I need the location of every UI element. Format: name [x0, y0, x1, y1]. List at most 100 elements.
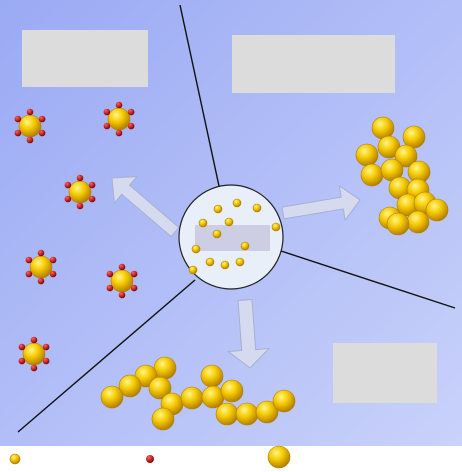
legend-small-gold-nanoparticle-icon — [9, 453, 21, 465]
ligand-dot — [76, 202, 84, 210]
ligand-dot — [49, 256, 57, 264]
ligand-dot — [49, 270, 57, 278]
small-gold-core — [29, 255, 53, 279]
large-gold-particle — [148, 376, 172, 400]
ligand-dot — [130, 270, 138, 278]
center-small-particle — [220, 260, 230, 270]
large-gold-particle — [394, 144, 418, 168]
ligand-capped-particle — [14, 108, 46, 144]
aggregate-chain-bottom — [100, 356, 296, 431]
ligand-dot — [14, 115, 22, 123]
ligand-dot — [115, 129, 123, 137]
ligand-dot — [115, 101, 123, 109]
large-gold-particle — [255, 400, 279, 424]
ligand-dot — [118, 263, 126, 271]
arrow-to-cluster — [281, 184, 361, 222]
large-gold-particle — [425, 198, 449, 222]
center-small-particle — [213, 204, 223, 214]
ligand-dot — [103, 122, 111, 130]
label-box-top-right — [232, 35, 395, 93]
center-small-particle — [205, 257, 215, 267]
large-gold-particle — [153, 356, 177, 380]
large-gold-particle — [406, 210, 430, 234]
center-small-particle — [232, 198, 242, 208]
ligand-dot — [30, 336, 38, 344]
ligand-dot — [88, 181, 96, 189]
center-small-particle — [252, 203, 262, 213]
ligand-dot — [127, 122, 135, 130]
ligand-dot — [76, 174, 84, 182]
ligand-dot — [18, 343, 26, 351]
center-small-particle — [271, 222, 281, 232]
small-gold-core — [22, 342, 46, 366]
legend-strip — [0, 446, 462, 472]
center-small-particle — [198, 218, 208, 228]
arrow-to-ligand-capped — [111, 175, 180, 238]
ligand-capped-particles-group — [14, 101, 138, 372]
legend-large-gold-nanoparticle-icon — [267, 445, 291, 469]
small-gold-core — [110, 269, 134, 293]
arrow-to-chain — [227, 298, 271, 369]
ligand-dot — [25, 270, 33, 278]
ligand-dot — [106, 270, 114, 278]
divider-right — [277, 249, 456, 309]
legend-group — [9, 445, 291, 469]
large-gold-particle — [200, 364, 224, 388]
label-box-bottom-right — [333, 343, 437, 403]
large-gold-particle — [151, 407, 175, 431]
small-gold-core — [107, 107, 131, 131]
ligand-dot — [18, 357, 26, 365]
ligand-dot — [106, 284, 114, 292]
ligand-dot — [38, 129, 46, 137]
large-gold-particle — [272, 389, 296, 413]
legend-ligand-dot-icon — [146, 455, 154, 463]
ligand-dot — [118, 291, 126, 299]
large-gold-particle — [355, 143, 379, 167]
center-small-particle — [188, 265, 198, 275]
ligand-capped-particle — [64, 174, 96, 210]
center-small-particle — [235, 257, 245, 267]
ligand-dot — [26, 108, 34, 116]
divider-bottom-left — [17, 279, 196, 433]
ligand-dot — [103, 108, 111, 116]
small-gold-core — [18, 114, 42, 138]
ligand-dot — [26, 136, 34, 144]
center-small-particle — [240, 241, 250, 251]
ligand-dot — [25, 256, 33, 264]
center-small-particle — [191, 244, 201, 254]
large-gold-particle — [118, 374, 142, 398]
label-box-top-left — [22, 30, 148, 87]
divider-top — [179, 4, 223, 201]
aggregate-cluster-top-right — [355, 116, 449, 236]
ligand-dot — [38, 115, 46, 123]
ligand-capped-particle — [18, 336, 50, 372]
ligand-capped-particle — [25, 249, 57, 285]
ligand-dot — [37, 277, 45, 285]
large-gold-particle — [386, 212, 410, 236]
large-gold-particle — [360, 163, 384, 187]
large-gold-particle — [215, 402, 239, 426]
ligand-dot — [88, 195, 96, 203]
center-label-box — [195, 225, 270, 251]
ligand-dot — [130, 284, 138, 292]
ligand-capped-particle — [103, 101, 135, 137]
arrows-group — [111, 175, 361, 369]
ligand-dot — [64, 181, 72, 189]
ligand-capped-particle — [106, 263, 138, 299]
ligand-dot — [30, 364, 38, 372]
large-gold-particle — [220, 379, 244, 403]
ligand-dot — [14, 129, 22, 137]
ligand-dot — [42, 357, 50, 365]
large-gold-particle — [235, 402, 259, 426]
small-gold-core — [68, 180, 92, 204]
center-particles-group — [188, 198, 281, 275]
large-gold-particle — [100, 385, 124, 409]
ligand-dot — [42, 343, 50, 351]
ligand-dot — [37, 249, 45, 257]
large-gold-particle — [371, 116, 395, 140]
ligand-dot — [127, 108, 135, 116]
center-small-particle — [212, 229, 222, 239]
ligand-dot — [64, 195, 72, 203]
